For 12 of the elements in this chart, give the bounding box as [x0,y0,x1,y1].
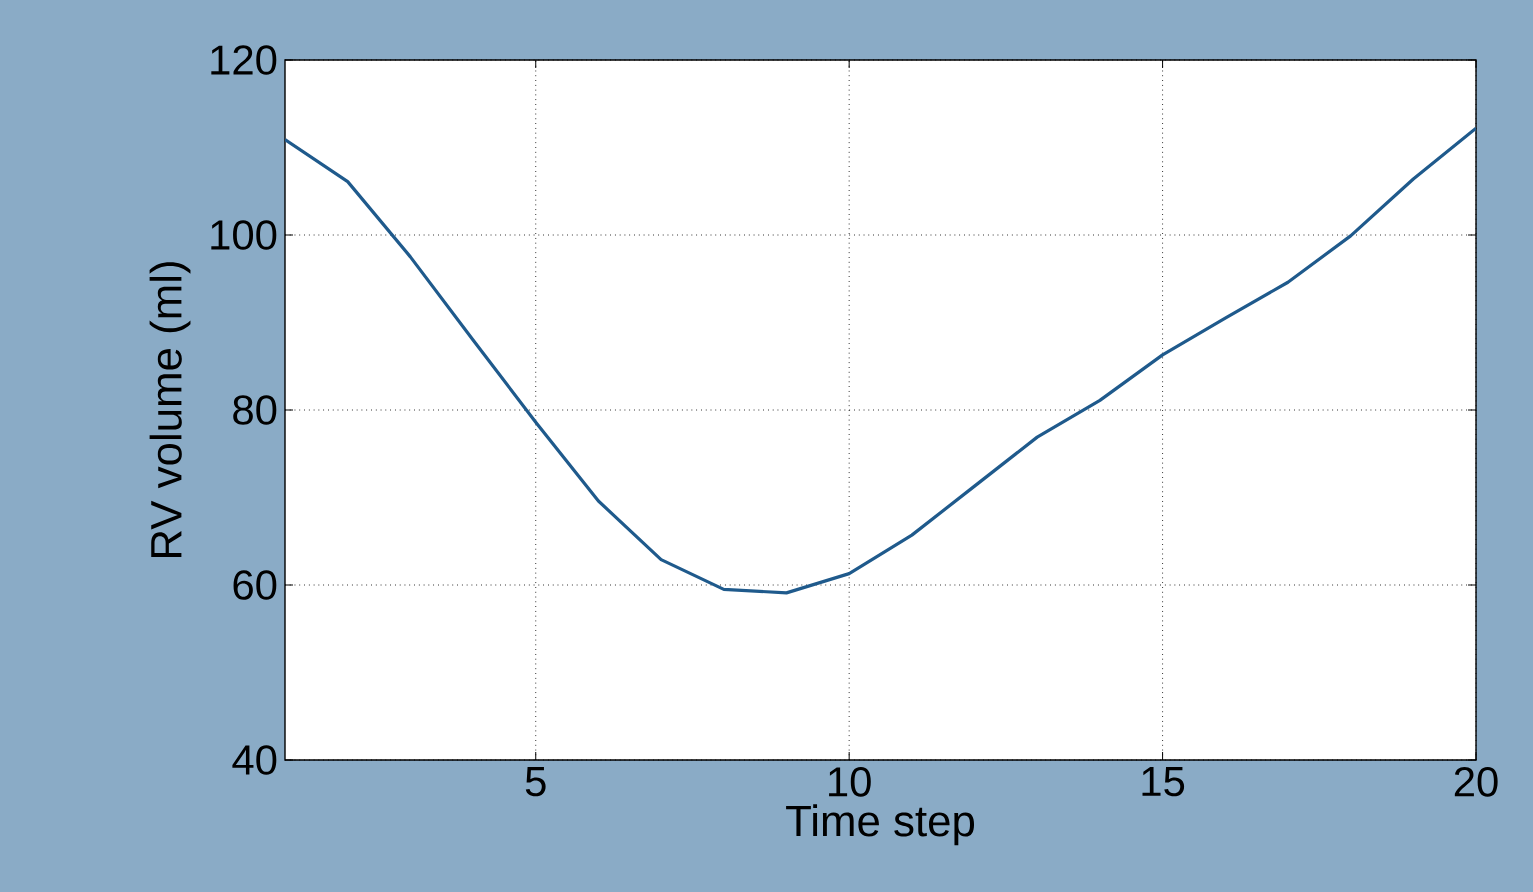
y-tick-label: 100 [211,220,277,250]
y-tick-label: 80 [233,395,277,425]
y-tick-label: 40 [232,745,277,775]
line-series [285,126,1477,595]
y-tick-label: 120 [211,45,277,75]
x-tick-label: 5 [525,767,546,797]
y-tick-label: 60 [233,570,277,600]
x-tick-label: 20 [1454,767,1498,797]
y-axis-title: RV volume (ml) [149,262,191,558]
x-tick-label: 15 [1142,767,1185,797]
x-tick-label: 10 [829,767,871,797]
x-axis-title: Time step [786,804,975,846]
